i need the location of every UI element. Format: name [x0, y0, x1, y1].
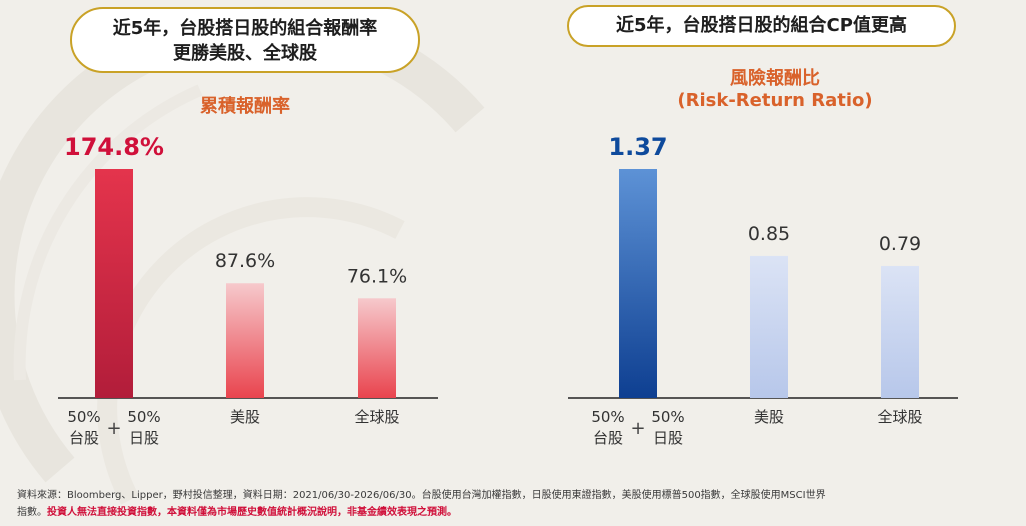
- bar-0: [95, 169, 133, 398]
- value-label-2: 76.1%: [347, 265, 407, 287]
- footer-warning: 投資人無法直接投資指數，本資料僅為市場歷史數值統計概況說明，非基金績效表現之預測…: [47, 507, 457, 518]
- right-chart-title: 風險報酬比: [730, 68, 820, 89]
- right-headline-text: 近5年，台股搭日股的組合CP值更高: [616, 15, 907, 36]
- bar-0: [619, 169, 657, 398]
- category-label-0-line2b: 日股: [653, 429, 683, 447]
- value-label-1: 87.6%: [215, 250, 275, 272]
- left-headline-pill: 近5年，台股搭日股的組合報酬率 更勝美股、全球股: [70, 7, 420, 73]
- category-label-2: 全球股: [877, 408, 922, 426]
- category-label-0-line2b: 日股: [129, 429, 159, 447]
- category-label-0-line1a: 50%: [67, 408, 100, 426]
- chart-cumulative-return: 174.8% 50% 50% 台股 日股 +87.6% 美股 76.1% 全球股: [58, 133, 438, 447]
- category-label-0-line1b: 50%: [651, 408, 684, 426]
- category-label-0-line2a: 台股: [69, 429, 99, 447]
- footer-prefix: 指數。: [17, 507, 47, 518]
- category-plus-sign: +: [106, 418, 121, 439]
- value-label-2: 0.79: [879, 233, 921, 255]
- value-label-1: 0.85: [748, 223, 790, 245]
- right-chart-subtitle: (Risk-Return Ratio): [677, 90, 873, 111]
- value-label-0: 174.8%: [64, 133, 164, 161]
- right-headline-pill: 近5年，台股搭日股的組合CP值更高: [567, 5, 956, 47]
- bar-2: [881, 265, 919, 398]
- footer-line2: 指數。投資人無法直接投資指數，本資料僅為市場歷史數值統計概況說明，非基金績效表現…: [17, 504, 1017, 521]
- category-plus-sign: +: [630, 418, 645, 439]
- category-label-2: 全球股: [354, 408, 399, 426]
- footer-note: 資料來源：Bloomberg、Lipper，野村投信整理，資料日期：2021/0…: [17, 487, 1017, 521]
- category-label-0-line2a: 台股: [593, 429, 623, 447]
- left-chart-title: 累積報酬率: [200, 96, 290, 117]
- bar-2: [358, 298, 396, 398]
- category-label-0-line1a: 50%: [591, 408, 624, 426]
- category-label-0-line1b: 50%: [127, 408, 160, 426]
- bar-1: [226, 283, 264, 398]
- right-chart-title-block: 風險報酬比 (Risk-Return Ratio): [620, 68, 930, 112]
- chart-risk-return: 1.37 50% 50% 台股 日股 +0.85 美股 0.79 全球股: [568, 133, 958, 447]
- value-label-0: 1.37: [608, 133, 667, 161]
- footer-source-line: 資料來源：Bloomberg、Lipper，野村投信整理，資料日期：2021/0…: [17, 490, 826, 501]
- category-label-1: 美股: [754, 408, 784, 426]
- left-headline-line2: 更勝美股、全球股: [173, 43, 317, 64]
- category-label-1: 美股: [230, 408, 260, 426]
- left-headline-line1: 近5年，台股搭日股的組合報酬率: [112, 18, 378, 39]
- bar-1: [750, 255, 788, 398]
